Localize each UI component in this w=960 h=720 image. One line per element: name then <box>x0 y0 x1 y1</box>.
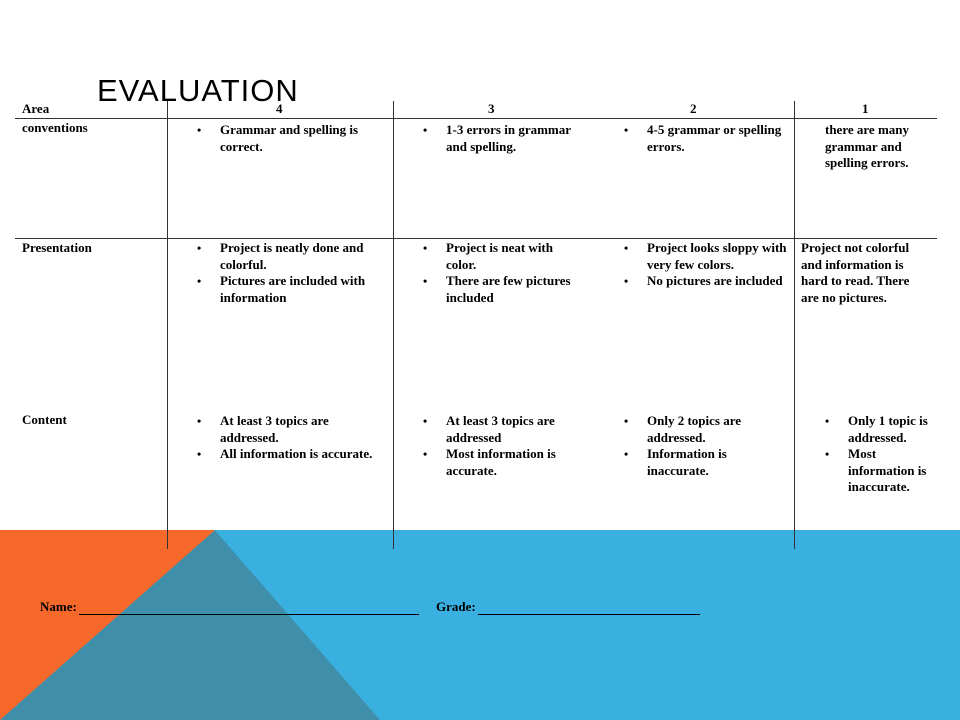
list-item: 1-3 errors in grammar and spelling. <box>419 122 579 155</box>
cell-content-4: At least 3 topics are addressed. All inf… <box>193 413 383 463</box>
table-rule-header <box>15 118 937 119</box>
list-item: At least 3 topics are addressed. <box>193 413 383 446</box>
name-label: Name: <box>40 599 77 614</box>
cell-conventions-3: 1-3 errors in grammar and spelling. <box>419 122 579 155</box>
table-col-divider-3 <box>794 101 795 549</box>
table-col-divider-1 <box>167 101 168 549</box>
cell-content-2: Only 2 topics are addressed. Information… <box>620 413 780 479</box>
row-area-content: Content <box>22 412 67 427</box>
cell-presentation-3: Project is neat with color. There are fe… <box>419 240 579 306</box>
slide-title: EVALUATION <box>97 72 299 108</box>
cell-content-3: At least 3 topics are addressed Most inf… <box>419 413 584 479</box>
list-item: No pictures are included <box>620 273 792 290</box>
list-item: Project is neatly done and colorful. <box>193 240 383 273</box>
cell-presentation-2: Project looks sloppy with very few color… <box>620 240 792 290</box>
list-item: Most information is accurate. <box>419 446 584 479</box>
cell-content-1: Only 1 topic is addressed. Most informat… <box>821 413 936 496</box>
table-col-divider-2 <box>393 101 394 549</box>
list-item: Pictures are included with information <box>193 273 383 306</box>
grade-label: Grade: <box>436 599 476 614</box>
header-level-1: 1 <box>862 101 869 116</box>
cell-conventions-2: 4-5 grammar or spelling errors. <box>620 122 790 155</box>
cell-presentation-1: Project not colorful and information is … <box>801 240 910 305</box>
header-level-3: 3 <box>488 101 495 116</box>
list-item: Project is neat with color. <box>419 240 579 273</box>
grade-blank-line[interactable] <box>477 602 700 615</box>
cell-conventions-1: there are many grammar and spelling erro… <box>825 122 909 170</box>
header-area: Area <box>22 101 50 116</box>
row-area-presentation: Presentation <box>22 240 92 255</box>
cell-presentation-4: Project is neatly done and colorful. Pic… <box>193 240 383 306</box>
grade-field[interactable]: Grade: <box>436 599 700 615</box>
list-item: All information is accurate. <box>193 446 383 463</box>
list-item: Only 1 topic is addressed. <box>821 413 936 446</box>
list-item: Grammar and spelling is correct. <box>193 122 383 155</box>
list-item: There are few pictures included <box>419 273 579 306</box>
list-item: Project looks sloppy with very few color… <box>620 240 792 273</box>
list-item: Most information is inaccurate. <box>821 446 936 496</box>
list-item: 4-5 grammar or spelling errors. <box>620 122 790 155</box>
header-level-2: 2 <box>690 101 697 116</box>
name-field[interactable]: Name: <box>40 599 419 615</box>
list-item: Information is inaccurate. <box>620 446 780 479</box>
table-rule-row-1 <box>15 238 937 239</box>
cell-conventions-4: Grammar and spelling is correct. <box>193 122 383 155</box>
list-item: Only 2 topics are addressed. <box>620 413 780 446</box>
header-level-4: 4 <box>276 101 283 116</box>
list-item: At least 3 topics are addressed <box>419 413 584 446</box>
name-blank-line[interactable] <box>78 602 419 615</box>
row-area-conventions: conventions <box>22 120 88 135</box>
